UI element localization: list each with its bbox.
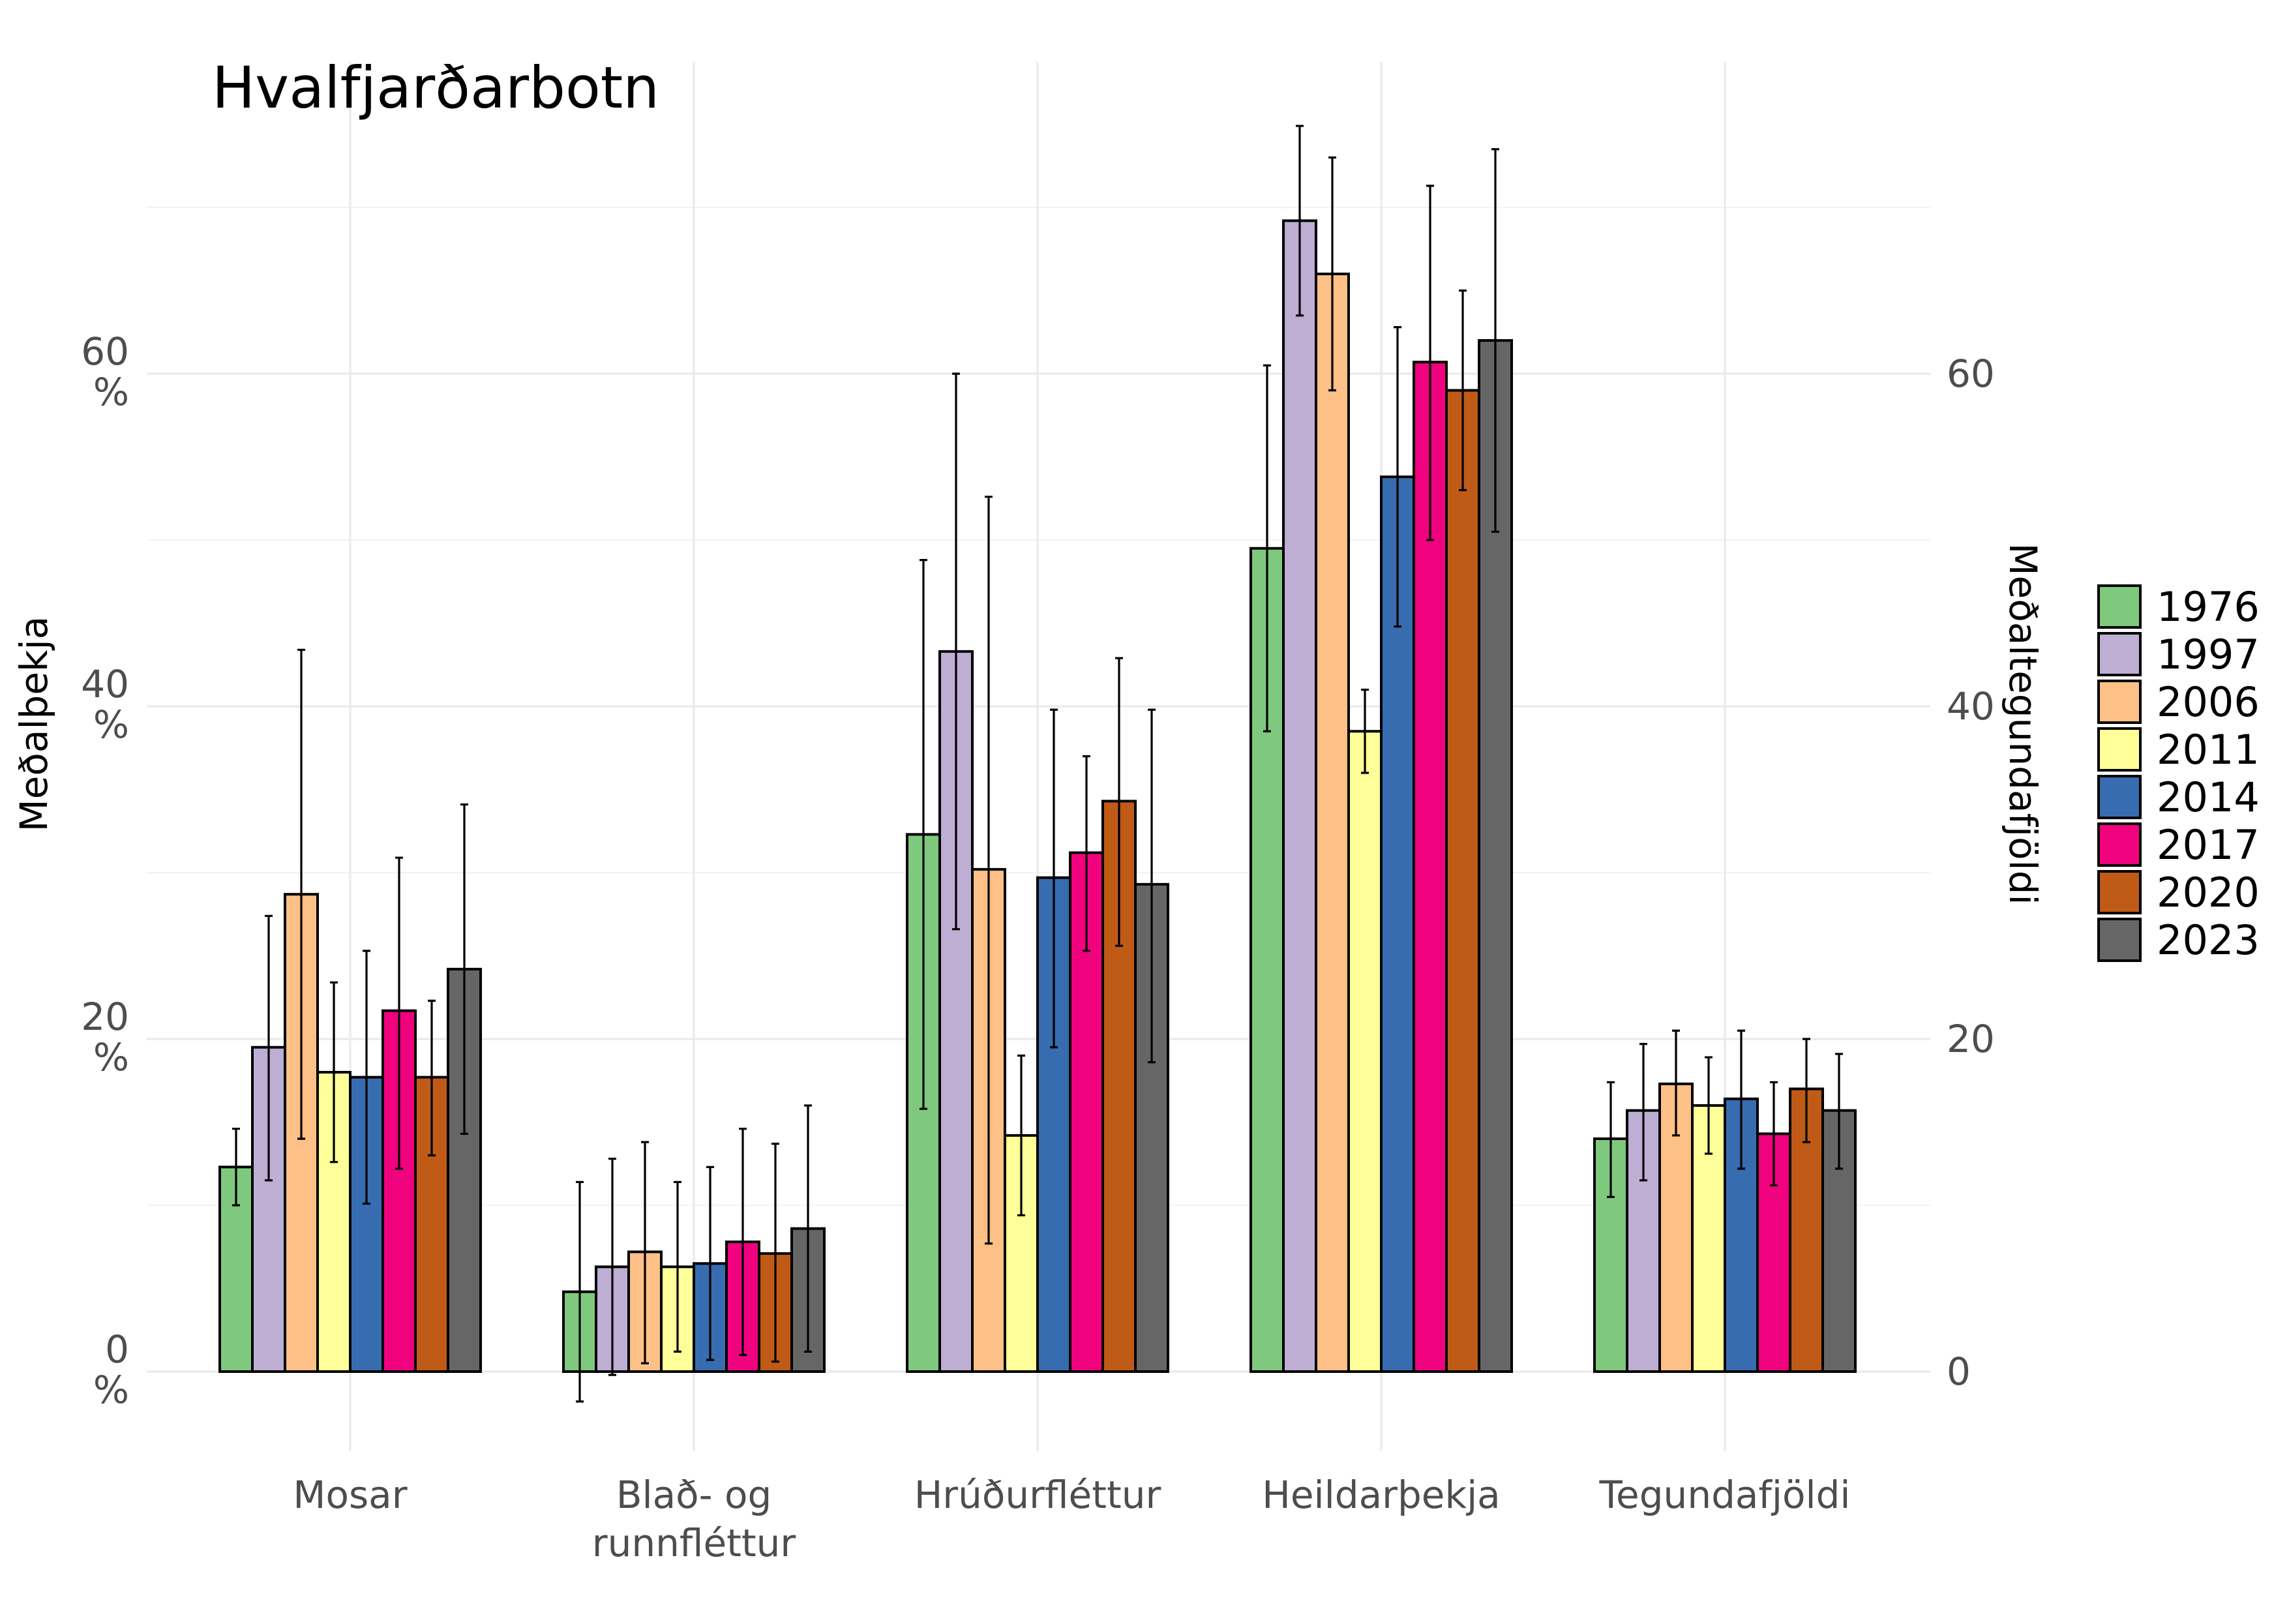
legend-label-2014: 2014 — [2157, 774, 2260, 821]
y2-tick-label: 40 — [1947, 684, 1995, 729]
errorbar-2017-cat4 — [1770, 1081, 1778, 1186]
bar-1997-cat3 — [1282, 219, 1317, 1373]
legend-label-2023: 2023 — [2157, 916, 2260, 964]
legend-label-2006: 2006 — [2157, 678, 2260, 726]
errorbar-2011-cat4 — [1705, 1056, 1713, 1155]
y2-tick-label: 20 — [1947, 1017, 1995, 1061]
errorbar-2020-cat4 — [1803, 1038, 1810, 1143]
legend-key-2017 — [2097, 822, 2142, 867]
error-bars — [232, 125, 1843, 1403]
legend-key-2006 — [2097, 680, 2142, 724]
errorbar-1997-cat3 — [1296, 125, 1304, 317]
y-tick-label: 0% — [93, 1327, 129, 1412]
errorbar-2006-cat3 — [1328, 156, 1336, 392]
y-axis-right-ticks: 0 20 40 60 — [1947, 352, 1995, 1394]
bar-2006-cat3 — [1315, 273, 1350, 1373]
errorbar-2011-cat2 — [1017, 1054, 1025, 1216]
x-tick-label: Mosar — [293, 1473, 407, 1517]
y2-tick-label: 60 — [1947, 352, 1995, 396]
errorbar-2017-cat3 — [1426, 185, 1434, 541]
errorbar-1997-cat1 — [608, 1158, 616, 1376]
errorbar-2006-cat2 — [985, 496, 993, 1245]
legend-label-2017: 2017 — [2157, 821, 2260, 869]
errorbar-1976-cat2 — [920, 559, 927, 1110]
legend-label-1997: 1997 — [2157, 631, 2260, 678]
bar-2011-cat3 — [1347, 730, 1383, 1373]
errorbar-2020-cat3 — [1459, 289, 1467, 492]
errorbar-2014-cat3 — [1394, 326, 1401, 628]
legend-key-1997 — [2097, 632, 2142, 676]
legend-key-2011 — [2097, 727, 2142, 772]
legend-key-2020 — [2097, 870, 2142, 914]
errorbar-1976-cat3 — [1263, 364, 1271, 732]
bar-2020-cat3 — [1445, 389, 1480, 1373]
legend-label-2011: 2011 — [2157, 726, 2260, 774]
errorbar-2011-cat0 — [330, 981, 338, 1164]
errorbar-2006-cat0 — [297, 648, 305, 1140]
errorbar-2017-cat0 — [395, 856, 403, 1170]
y-axis-left-ticks: 0 % 20 % 40 % 60% — [81, 329, 129, 1412]
errorbar-1976-cat4 — [1607, 1081, 1615, 1198]
errorbar-2014-cat2 — [1050, 708, 1058, 1049]
x-axis-ticks: Mosar Blað- og runnfléttur Hrúðurfléttur Hei… — [293, 1473, 1850, 1565]
bar-2017-cat0 — [382, 1009, 417, 1373]
legend-key-2014 — [2097, 775, 2142, 819]
errorbar-2011-cat1 — [674, 1180, 681, 1353]
chart-title: Hvalfjarðarbotn — [212, 54, 659, 121]
x-tick-label: Tegundafjöldi — [1598, 1473, 1850, 1517]
errorbar-2023-cat4 — [1835, 1053, 1843, 1170]
legend-key-2023 — [2097, 918, 2142, 962]
x-tick-label: Heildarþekja — [1262, 1473, 1500, 1517]
errorbar-1997-cat4 — [1639, 1043, 1647, 1182]
errorbar-2014-cat4 — [1737, 1029, 1745, 1170]
errorbar-2023-cat0 — [460, 803, 468, 1135]
y-axis-title: Meðalþekja — [12, 616, 56, 832]
errorbar-2006-cat1 — [641, 1141, 649, 1364]
errorbar-2023-cat2 — [1148, 708, 1156, 1064]
y-tick-label: 60% — [81, 329, 129, 414]
legend-key-1976 — [2097, 584, 2142, 629]
y2-tick-label: 0 — [1947, 1349, 1971, 1394]
errorbar-2023-cat3 — [1491, 148, 1499, 533]
y-tick-label: 40% — [81, 662, 129, 747]
errorbar-1997-cat2 — [952, 372, 960, 931]
errorbar-2017-cat1 — [739, 1128, 747, 1357]
x-tick-label: Hrúðurfléttur — [914, 1473, 1161, 1517]
errorbar-2006-cat4 — [1672, 1029, 1680, 1137]
legend-label-1976: 1976 — [2157, 583, 2260, 631]
errorbar-2014-cat0 — [363, 950, 370, 1205]
y2-axis-title: Meðaltegundafjöldi — [2001, 543, 2045, 905]
errorbar-2020-cat0 — [428, 999, 436, 1157]
errorbar-1997-cat0 — [265, 914, 273, 1182]
errorbar-2011-cat3 — [1361, 688, 1369, 774]
errorbar-2020-cat1 — [771, 1143, 779, 1363]
x-tick-label: Blað- og runnfléttur — [592, 1473, 796, 1565]
errorbar-2014-cat1 — [706, 1165, 714, 1361]
errorbar-1976-cat0 — [232, 1128, 240, 1207]
legend-label-2020: 2020 — [2157, 869, 2260, 916]
errorbar-2017-cat2 — [1083, 755, 1090, 952]
errorbar-1976-cat1 — [576, 1180, 584, 1403]
errorbar-2020-cat2 — [1115, 657, 1123, 947]
y-tick-label: 20% — [81, 995, 129, 1079]
errorbar-2023-cat1 — [804, 1104, 812, 1353]
